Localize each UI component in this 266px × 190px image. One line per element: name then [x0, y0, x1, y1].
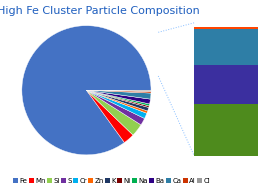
Wedge shape	[86, 90, 149, 106]
Wedge shape	[86, 90, 144, 125]
Wedge shape	[86, 90, 151, 104]
Wedge shape	[86, 90, 141, 135]
Wedge shape	[86, 90, 149, 111]
Wedge shape	[86, 90, 151, 99]
Wedge shape	[86, 90, 149, 108]
Wedge shape	[86, 90, 147, 119]
Legend: Fe, Mn, Si, S, Cr, Zn, K, Ni, Na, Ba, Ca, Al, Cl: Fe, Mn, Si, S, Cr, Zn, K, Ni, Na, Ba, Ca…	[11, 175, 213, 187]
Wedge shape	[86, 90, 151, 93]
Bar	[194, 65, 258, 104]
Text: High Fe Cluster Particle Composition: High Fe Cluster Particle Composition	[0, 6, 200, 16]
Wedge shape	[86, 90, 148, 113]
Wedge shape	[86, 90, 151, 91]
Bar	[194, 29, 258, 65]
Wedge shape	[86, 90, 133, 142]
Bar	[194, 104, 258, 156]
Wedge shape	[22, 26, 151, 155]
Bar	[194, 27, 258, 29]
